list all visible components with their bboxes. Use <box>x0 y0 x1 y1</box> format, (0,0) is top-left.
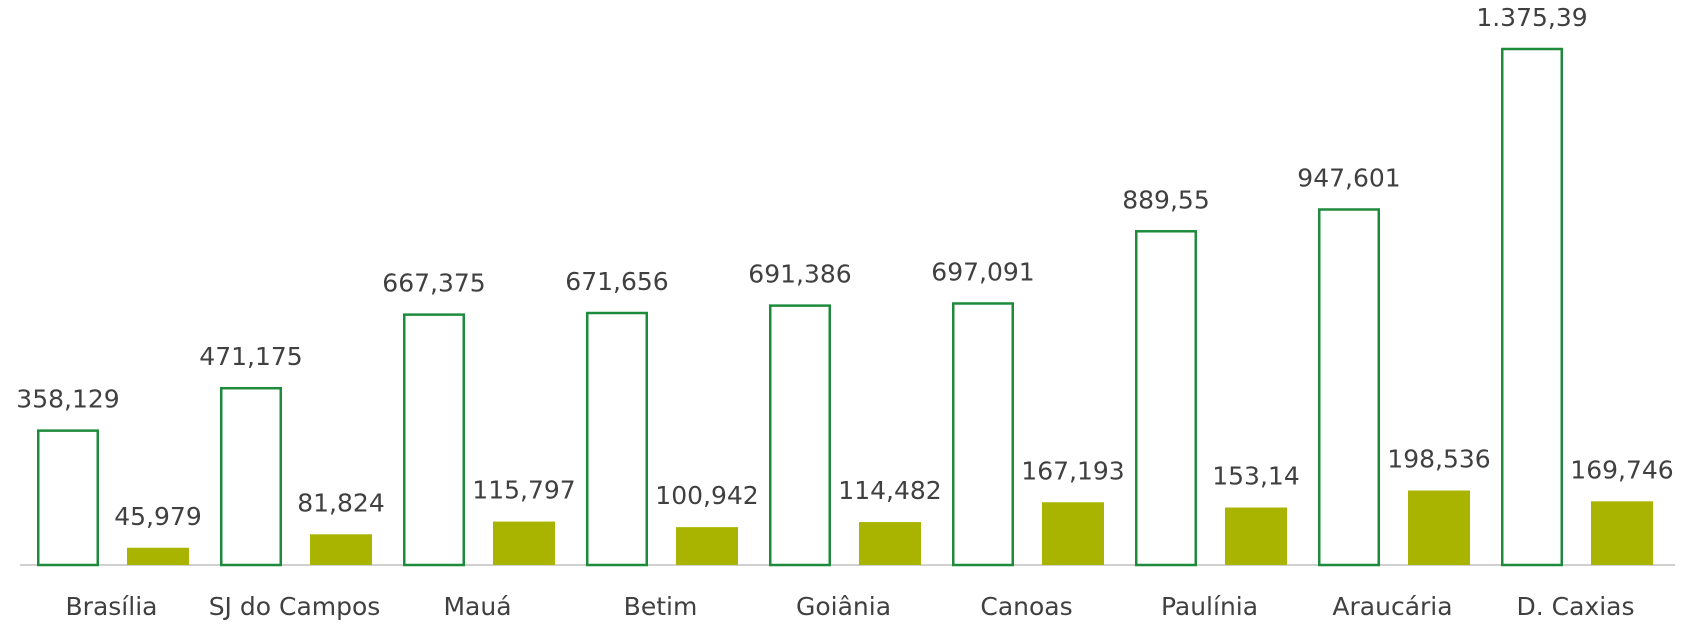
data-label: 889,55 <box>1122 185 1209 214</box>
bar <box>493 521 555 565</box>
x-tick-label: SJ do Campos <box>209 592 381 621</box>
bar <box>586 311 648 567</box>
bar <box>220 386 282 567</box>
bar <box>310 534 372 565</box>
x-tick-label: Betim <box>624 592 698 621</box>
data-label: 947,601 <box>1297 163 1400 192</box>
x-tick-label: Goiânia <box>796 592 891 621</box>
data-label: 45,979 <box>114 502 201 531</box>
data-label: 167,193 <box>1021 456 1124 485</box>
bar <box>676 527 738 565</box>
data-label: 691,386 <box>748 260 851 289</box>
data-label: 169,746 <box>1570 455 1673 484</box>
data-label: 667,375 <box>382 269 485 298</box>
bar <box>1591 501 1653 565</box>
x-tick-label: Brasília <box>66 592 158 621</box>
data-label: 671,656 <box>565 267 668 296</box>
bar <box>1318 208 1380 567</box>
data-label: 358,129 <box>16 385 119 414</box>
x-tick-label: D. Caxias <box>1516 592 1634 621</box>
bar <box>769 304 831 567</box>
bar <box>1501 47 1563 567</box>
bar <box>37 429 99 567</box>
data-label: 114,482 <box>838 476 941 505</box>
data-label: 1.375,39 <box>1476 3 1587 32</box>
data-label: 198,536 <box>1387 445 1490 474</box>
x-tick-label: Araucária <box>1332 592 1452 621</box>
bar <box>1408 490 1470 565</box>
bar <box>403 313 465 567</box>
bar <box>127 547 189 565</box>
x-tick-label: Canoas <box>980 592 1072 621</box>
bar <box>1135 230 1197 567</box>
data-label: 115,797 <box>472 476 575 505</box>
bar <box>1225 507 1287 565</box>
data-label: 153,14 <box>1212 462 1299 491</box>
data-label: 697,091 <box>931 257 1034 286</box>
data-label: 100,942 <box>655 481 758 510</box>
data-label: 81,824 <box>297 488 384 517</box>
bar <box>859 522 921 565</box>
data-label: 471,175 <box>199 342 302 371</box>
bar <box>952 302 1014 567</box>
x-tick-label: Paulínia <box>1161 592 1258 621</box>
x-tick-label: Mauá <box>443 592 511 621</box>
bar <box>1042 502 1104 565</box>
